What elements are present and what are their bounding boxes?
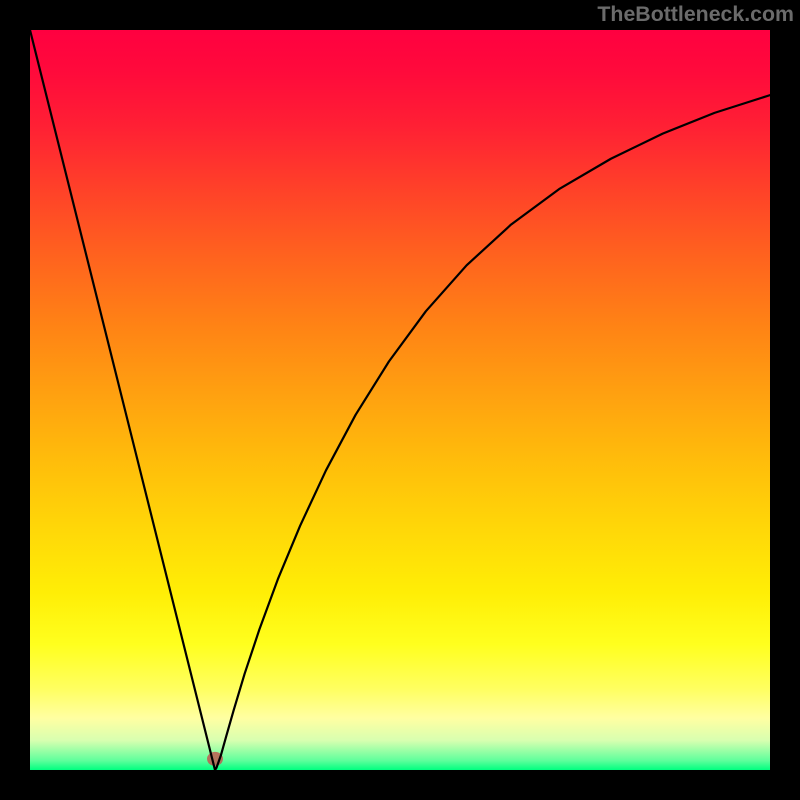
bottleneck-curve — [30, 30, 770, 770]
attribution-text: TheBottleneck.com — [597, 2, 794, 27]
chart-frame: TheBottleneck.com — [0, 0, 800, 800]
plot-area — [30, 30, 770, 770]
curve-layer — [30, 30, 770, 770]
